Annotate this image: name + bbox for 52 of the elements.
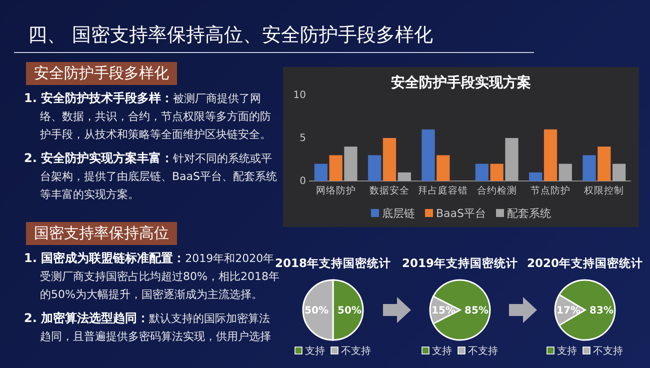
bar bbox=[436, 155, 450, 181]
bar bbox=[368, 155, 382, 181]
legend-label: 支持 bbox=[557, 345, 577, 357]
bar bbox=[398, 172, 411, 181]
bar bbox=[558, 164, 572, 181]
y-tick-label: 5 bbox=[300, 133, 306, 144]
data-label: 83% bbox=[590, 306, 614, 316]
legend-label: 不支持 bbox=[593, 345, 623, 357]
bar bbox=[505, 138, 518, 181]
legend-label: 支持 bbox=[432, 345, 452, 357]
legend-label: BaaS平台 bbox=[436, 207, 486, 220]
data-label: 50% bbox=[338, 306, 362, 316]
legend-label: 不支持 bbox=[341, 345, 371, 357]
chart-title: 2019年支持国密统计 bbox=[402, 256, 518, 270]
bar bbox=[422, 129, 435, 181]
chart-title: 2020年支持国密统计 bbox=[526, 256, 644, 270]
y-tick-label: 10 bbox=[293, 90, 306, 102]
x-tick-label: 节点防护 bbox=[530, 184, 570, 197]
pie-slice bbox=[558, 279, 616, 341]
text: 1. 安全防护技术手段多样：被测厂商提供了网络、数据，共识，合约，节点权限等多方面的防护手段，从技术和策略等全面维护区块链安全。 bbox=[24, 91, 271, 141]
chart-title: 安全防护手段实现方案 bbox=[391, 74, 531, 91]
bar bbox=[612, 164, 626, 181]
x-tick-label: 拜占庭容错 bbox=[418, 184, 468, 197]
legend-label: 配套系统 bbox=[507, 207, 552, 220]
bar bbox=[598, 146, 611, 181]
bar bbox=[329, 155, 342, 181]
bar bbox=[582, 155, 596, 181]
legend-label: 不支持 bbox=[468, 345, 498, 357]
x-tick-label: 权限控制 bbox=[583, 184, 624, 197]
data-label: 50% bbox=[304, 306, 328, 316]
bar bbox=[529, 172, 542, 181]
bar bbox=[314, 164, 328, 181]
text: 四、 国密支持率保持高位、安全防护手段多样化 bbox=[28, 23, 434, 48]
bar bbox=[344, 146, 358, 181]
bar bbox=[382, 138, 396, 181]
data-label: 85% bbox=[464, 306, 488, 316]
x-tick-label: 数据安全 bbox=[370, 184, 410, 197]
bar bbox=[475, 164, 488, 181]
bar bbox=[544, 129, 558, 181]
y-tick-label: 0 bbox=[300, 176, 306, 188]
x-tick-label: 合约检测 bbox=[476, 184, 517, 197]
legend-label: 底层链 bbox=[382, 207, 415, 220]
text: 2. 安全防护实现方案丰富：针对不同的系统或平台架构，提供了由底层链、BaaS平台、配套系统等丰富的实现方案。 bbox=[24, 151, 278, 201]
text: 2. 加密算法选型趋同：默认支持的国际加密算法趋同，且普遍提供多密码算法实现，供用户选择 bbox=[24, 311, 271, 343]
pie-slice bbox=[432, 279, 491, 341]
legend-label: 支持 bbox=[305, 345, 325, 357]
bar bbox=[490, 164, 504, 181]
text: 安全防护手段多样化 bbox=[26, 62, 177, 85]
data-label: 15% bbox=[432, 306, 456, 316]
text: 国密支持率保持高位 bbox=[26, 222, 177, 245]
x-tick-label: 网络防护 bbox=[316, 184, 356, 197]
data-label: 17% bbox=[556, 306, 580, 316]
